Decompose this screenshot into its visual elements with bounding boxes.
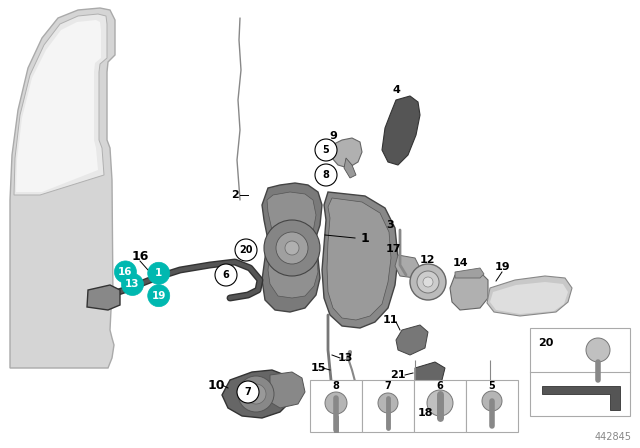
Text: 17: 17 bbox=[385, 244, 401, 254]
Text: 7: 7 bbox=[244, 387, 252, 397]
Text: 16: 16 bbox=[131, 250, 148, 263]
Polygon shape bbox=[222, 370, 292, 418]
Text: 1: 1 bbox=[155, 268, 163, 278]
Text: 21: 21 bbox=[390, 370, 406, 380]
Polygon shape bbox=[270, 372, 305, 408]
Text: 6: 6 bbox=[223, 270, 229, 280]
Polygon shape bbox=[267, 192, 318, 298]
FancyBboxPatch shape bbox=[530, 328, 630, 416]
Text: 16: 16 bbox=[118, 267, 132, 277]
Text: 2: 2 bbox=[231, 190, 239, 200]
Text: 19: 19 bbox=[152, 291, 166, 301]
Text: 18: 18 bbox=[417, 408, 433, 418]
Text: 4: 4 bbox=[392, 85, 400, 95]
Text: 20: 20 bbox=[538, 338, 554, 348]
Circle shape bbox=[417, 271, 439, 293]
Text: 5: 5 bbox=[488, 381, 495, 391]
Text: 8: 8 bbox=[323, 170, 330, 180]
Polygon shape bbox=[490, 282, 568, 314]
Polygon shape bbox=[322, 192, 398, 328]
Circle shape bbox=[423, 277, 433, 287]
Polygon shape bbox=[14, 14, 107, 195]
Circle shape bbox=[482, 391, 502, 411]
Circle shape bbox=[148, 262, 170, 284]
Text: 442845: 442845 bbox=[595, 432, 632, 442]
Text: 13: 13 bbox=[125, 280, 140, 289]
Text: 9: 9 bbox=[329, 131, 337, 141]
Text: 5: 5 bbox=[323, 145, 330, 155]
Polygon shape bbox=[395, 255, 420, 278]
FancyBboxPatch shape bbox=[466, 380, 518, 432]
Text: 6: 6 bbox=[436, 381, 444, 391]
Circle shape bbox=[148, 284, 170, 307]
Text: 7: 7 bbox=[385, 381, 392, 391]
Polygon shape bbox=[16, 20, 101, 192]
Polygon shape bbox=[542, 386, 620, 410]
Circle shape bbox=[315, 164, 337, 186]
FancyBboxPatch shape bbox=[362, 380, 414, 432]
Text: 1: 1 bbox=[360, 232, 369, 245]
Circle shape bbox=[427, 390, 453, 416]
Text: 14: 14 bbox=[452, 258, 468, 268]
Text: 10: 10 bbox=[207, 379, 225, 392]
Circle shape bbox=[586, 338, 610, 362]
Circle shape bbox=[238, 376, 274, 412]
Polygon shape bbox=[396, 325, 428, 355]
Text: 8: 8 bbox=[333, 381, 339, 391]
Text: 3: 3 bbox=[386, 220, 394, 230]
Circle shape bbox=[276, 232, 308, 264]
FancyBboxPatch shape bbox=[310, 380, 362, 432]
Circle shape bbox=[237, 381, 259, 403]
Text: 12: 12 bbox=[419, 255, 435, 265]
Circle shape bbox=[315, 139, 337, 161]
Polygon shape bbox=[450, 272, 488, 310]
Polygon shape bbox=[344, 158, 356, 178]
Polygon shape bbox=[10, 8, 115, 368]
Polygon shape bbox=[382, 96, 420, 165]
Polygon shape bbox=[327, 198, 391, 320]
Polygon shape bbox=[487, 276, 572, 316]
FancyBboxPatch shape bbox=[414, 380, 466, 432]
Circle shape bbox=[215, 264, 237, 286]
Circle shape bbox=[410, 264, 446, 300]
Polygon shape bbox=[262, 183, 322, 312]
Circle shape bbox=[285, 241, 299, 255]
Polygon shape bbox=[415, 362, 445, 385]
Text: 13: 13 bbox=[337, 353, 353, 363]
Text: 11: 11 bbox=[382, 315, 397, 325]
Circle shape bbox=[325, 392, 347, 414]
Polygon shape bbox=[455, 268, 484, 278]
Text: 15: 15 bbox=[310, 363, 326, 373]
Circle shape bbox=[264, 220, 320, 276]
Text: 19: 19 bbox=[494, 262, 510, 272]
Circle shape bbox=[122, 273, 143, 296]
Circle shape bbox=[115, 261, 136, 283]
Text: 20: 20 bbox=[239, 245, 253, 255]
Circle shape bbox=[378, 393, 398, 413]
Polygon shape bbox=[332, 138, 362, 168]
Polygon shape bbox=[87, 285, 120, 310]
Circle shape bbox=[235, 239, 257, 261]
Circle shape bbox=[246, 384, 266, 404]
